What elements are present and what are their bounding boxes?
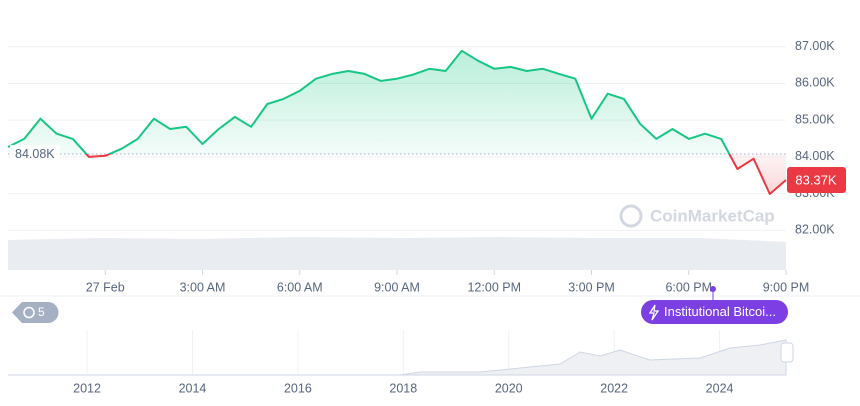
y-tick-label: 86.00K bbox=[795, 76, 835, 90]
y-tick-label: 85.00K bbox=[795, 112, 835, 126]
navigator-tick-label: 2024 bbox=[706, 381, 734, 395]
x-tick-label: 9:00 PM bbox=[763, 280, 810, 294]
navigator-area bbox=[8, 339, 787, 376]
last-price-label: 83.37K bbox=[795, 172, 837, 187]
y-tick-label: 82.00K bbox=[795, 223, 835, 237]
x-tick-label: 3:00 PM bbox=[568, 280, 615, 294]
x-tick-label: 9:00 AM bbox=[374, 280, 420, 294]
price-line bbox=[7, 49, 787, 195]
watermark: CoinMarketCap bbox=[650, 206, 775, 225]
baseline-label: 84.08K bbox=[15, 147, 55, 161]
annotation[interactable]: Institutional Bitcoi... bbox=[641, 300, 788, 324]
volume-area bbox=[8, 237, 786, 270]
navigator-tick-label: 2018 bbox=[389, 381, 417, 395]
navigator-tick-label: 2020 bbox=[495, 381, 523, 395]
history-count: 5 bbox=[38, 305, 45, 319]
navigator-tick-label: 2016 bbox=[284, 381, 312, 395]
annotation-text: Institutional Bitcoi... bbox=[664, 304, 776, 319]
last-price-tag bbox=[787, 167, 846, 194]
navigator-tick-label: 2022 bbox=[600, 381, 628, 395]
x-tick-label: 6:00 AM bbox=[277, 280, 323, 294]
baseline-label-bg bbox=[10, 144, 60, 163]
x-tick-label: 6:00 PM bbox=[665, 280, 712, 294]
price-area bbox=[8, 50, 786, 194]
watermark-logo bbox=[619, 204, 643, 228]
y-tick-label: 84.00K bbox=[795, 149, 835, 163]
history-badge[interactable]: 5 bbox=[12, 302, 59, 323]
navigator-tick-label: 2012 bbox=[73, 381, 101, 395]
x-tick-label: 12:00 PM bbox=[467, 280, 521, 294]
x-tick-label: 3:00 AM bbox=[180, 280, 226, 294]
x-tick-label: 27 Feb bbox=[86, 280, 125, 294]
navigator-handle[interactable] bbox=[780, 342, 794, 363]
navigator-tick-label: 2014 bbox=[179, 381, 207, 395]
annotation-dot bbox=[710, 286, 716, 292]
y-tick-label: 87.00K bbox=[795, 39, 835, 53]
